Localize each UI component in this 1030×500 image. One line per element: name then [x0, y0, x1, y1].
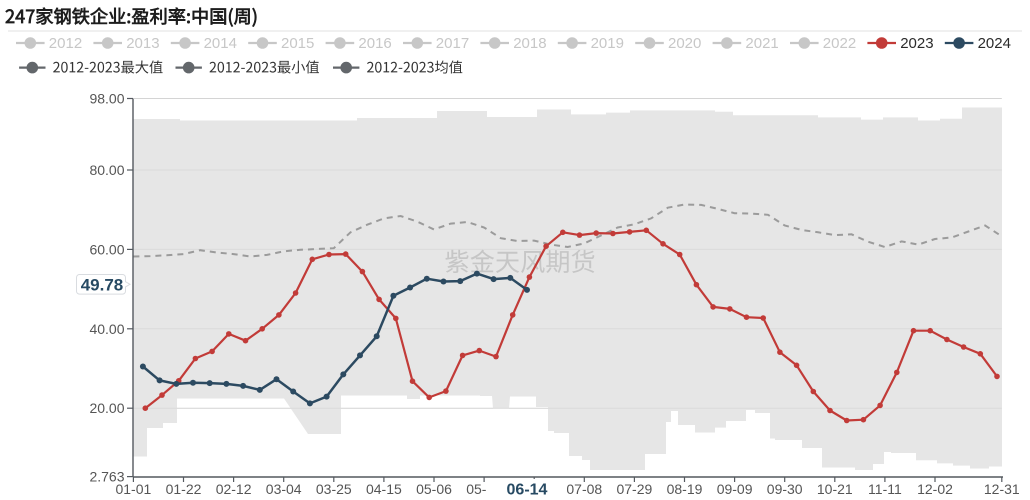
svg-text:09-09: 09-09 [717, 481, 753, 497]
svg-text:01-22: 01-22 [166, 481, 202, 497]
svg-text:2017: 2017 [436, 35, 469, 52]
svg-text:40.00: 40.00 [89, 321, 124, 337]
svg-text:2018: 2018 [513, 35, 546, 52]
svg-text:2.763: 2.763 [89, 469, 124, 485]
svg-text:09-30: 09-30 [767, 481, 803, 497]
svg-text:2014: 2014 [204, 35, 237, 52]
svg-text:05-06: 05-06 [416, 481, 452, 497]
svg-text:01-01: 01-01 [115, 481, 151, 497]
svg-text:2013: 2013 [126, 35, 159, 52]
svg-text:60.00: 60.00 [89, 241, 124, 257]
svg-text:08-19: 08-19 [667, 481, 703, 497]
svg-text:49.78: 49.78 [81, 276, 124, 295]
svg-text:04-15: 04-15 [366, 481, 402, 497]
svg-text:07-29: 07-29 [616, 481, 652, 497]
svg-text:10-21: 10-21 [817, 481, 853, 497]
svg-text:12-02: 12-02 [917, 481, 953, 497]
svg-text:80.00: 80.00 [89, 162, 124, 178]
svg-text:2024: 2024 [978, 35, 1011, 52]
svg-text:12-31: 12-31 [984, 481, 1020, 497]
svg-text:2022: 2022 [823, 35, 856, 52]
svg-text:03-25: 03-25 [316, 481, 352, 497]
svg-text:06-14: 06-14 [507, 482, 548, 499]
svg-text:07-08: 07-08 [566, 481, 602, 497]
svg-text:2020: 2020 [668, 35, 701, 52]
svg-text:2019: 2019 [591, 35, 624, 52]
svg-text:2021: 2021 [745, 35, 778, 52]
svg-text:20.00: 20.00 [89, 400, 124, 416]
svg-text:03-04: 03-04 [266, 481, 302, 497]
svg-text:98.00: 98.00 [89, 91, 124, 107]
svg-text:11-11: 11-11 [868, 481, 902, 497]
svg-text:2016: 2016 [358, 35, 391, 52]
svg-text:2023: 2023 [900, 35, 933, 52]
svg-text:02-12: 02-12 [216, 481, 252, 497]
svg-text:2012: 2012 [49, 35, 82, 52]
svg-text:2015: 2015 [281, 35, 314, 52]
